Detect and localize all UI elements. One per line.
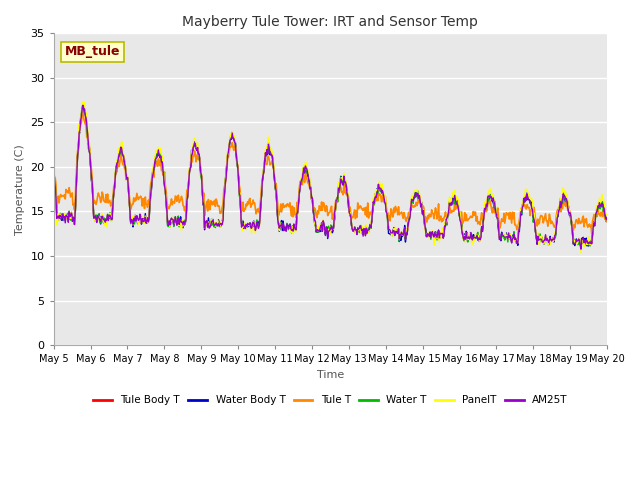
Water T <box>604 216 611 222</box>
AM25T <box>79 102 87 108</box>
Water Body T <box>399 234 406 240</box>
Tule T <box>588 231 596 237</box>
PanelT <box>604 212 611 217</box>
Water Body T <box>118 146 125 152</box>
AM25T <box>174 216 182 222</box>
Line: Water T: Water T <box>54 105 607 247</box>
Water T <box>50 161 58 167</box>
Line: Tule Body T: Tule Body T <box>54 105 607 248</box>
PanelT <box>577 250 585 255</box>
PanelT <box>399 232 406 238</box>
AM25T <box>577 246 585 252</box>
Water Body T <box>50 167 58 172</box>
Tule T <box>174 195 182 201</box>
Tule T <box>203 199 211 204</box>
Water Body T <box>585 243 593 249</box>
Line: PanelT: PanelT <box>54 102 607 252</box>
Line: Tule T: Tule T <box>54 109 607 234</box>
Water Body T <box>79 103 87 108</box>
Tule Body T <box>50 163 58 169</box>
Water T <box>203 220 211 226</box>
Tule Body T <box>79 102 87 108</box>
Title: Mayberry Tule Tower: IRT and Sensor Temp: Mayberry Tule Tower: IRT and Sensor Temp <box>182 15 478 29</box>
AM25T <box>50 162 58 168</box>
Tule T <box>415 197 422 203</box>
Tule Body T <box>118 146 125 152</box>
AM25T <box>399 232 406 238</box>
Water Body T <box>203 220 211 226</box>
AM25T <box>203 218 211 224</box>
PanelT <box>60 212 68 218</box>
AM25T <box>118 144 125 150</box>
Tule Body T <box>399 231 406 237</box>
Text: MB_tule: MB_tule <box>65 46 120 59</box>
Tule T <box>604 217 611 223</box>
AM25T <box>60 215 68 220</box>
Water Body T <box>415 198 422 204</box>
Water T <box>399 231 406 237</box>
Tule T <box>79 107 87 112</box>
Tule Body T <box>415 196 422 202</box>
PanelT <box>118 139 125 144</box>
Legend: Tule Body T, Water Body T, Tule T, Water T, PanelT, AM25T: Tule Body T, Water Body T, Tule T, Water… <box>89 391 572 409</box>
Tule Body T <box>577 245 585 251</box>
Water T <box>79 102 87 108</box>
Line: Water Body T: Water Body T <box>54 106 607 246</box>
Tule T <box>118 155 125 160</box>
Water T <box>118 145 125 151</box>
AM25T <box>415 195 422 201</box>
PanelT <box>415 195 422 201</box>
Line: AM25T: AM25T <box>54 105 607 249</box>
Tule Body T <box>203 220 211 226</box>
Y-axis label: Temperature (C): Temperature (C) <box>15 144 25 235</box>
Tule Body T <box>60 214 68 220</box>
Water Body T <box>604 217 611 223</box>
PanelT <box>203 222 211 228</box>
Tule T <box>60 193 68 199</box>
PanelT <box>50 156 58 162</box>
PanelT <box>81 99 88 105</box>
Water T <box>174 215 182 220</box>
Tule Body T <box>604 216 611 222</box>
Tule T <box>50 168 58 174</box>
PanelT <box>174 216 182 221</box>
Water Body T <box>174 216 182 222</box>
Water T <box>577 244 585 250</box>
X-axis label: Time: Time <box>317 370 344 380</box>
Water Body T <box>60 216 68 221</box>
Water T <box>60 218 68 224</box>
Water T <box>415 193 422 199</box>
AM25T <box>604 215 611 220</box>
Tule T <box>399 213 406 218</box>
Tule Body T <box>174 218 182 224</box>
